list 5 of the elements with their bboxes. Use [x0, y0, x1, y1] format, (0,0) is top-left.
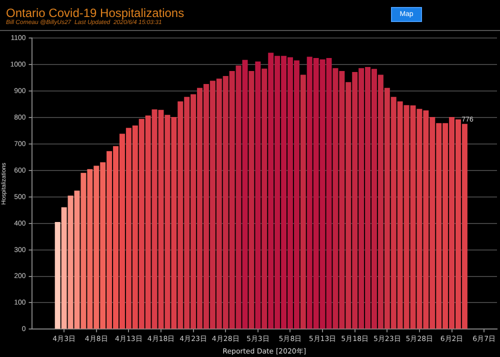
chart-title: Ontario Covid-19 Hospitalizations	[6, 6, 184, 20]
bar	[300, 74, 306, 329]
bar	[248, 71, 254, 329]
bar	[61, 207, 67, 329]
bar	[54, 222, 60, 329]
